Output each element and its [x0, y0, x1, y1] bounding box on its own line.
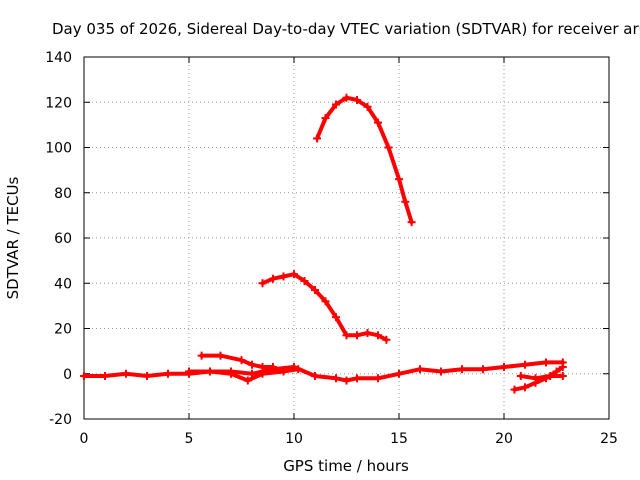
data-point [374, 331, 382, 340]
data-point [401, 197, 410, 206]
y-axis-label: SDTVAR / TECUs [4, 176, 22, 299]
x-tick-label: 20 [495, 431, 513, 447]
data-point [531, 374, 540, 383]
data-point [243, 376, 252, 385]
y-tick-label: 40 [54, 276, 72, 292]
data-point [80, 372, 88, 381]
data-point [248, 360, 256, 369]
data-point [479, 365, 487, 374]
data-point [321, 297, 330, 306]
data-point [500, 362, 508, 371]
axis-ticks [83, 56, 610, 420]
data-point [458, 365, 466, 374]
series-line [82, 360, 565, 383]
x-tick-label: 15 [390, 431, 408, 447]
data-point [216, 351, 225, 360]
data-point [542, 358, 550, 367]
data-point [353, 374, 361, 383]
data-point [521, 383, 529, 392]
data-point [101, 372, 109, 381]
data-point [395, 369, 403, 378]
x-tick-labels: 0 5 10 15 20 25 [80, 431, 618, 447]
data-point [510, 385, 519, 394]
x-tick-label: 5 [185, 431, 194, 447]
data-point [416, 365, 424, 374]
data-point [342, 331, 351, 340]
data-point [374, 118, 382, 127]
y-tick-label: 100 [45, 141, 72, 157]
data-point [363, 329, 372, 338]
data-point [516, 372, 525, 381]
data-point [164, 369, 172, 378]
data-point [279, 367, 288, 376]
data-point [237, 356, 246, 365]
data-point [342, 93, 351, 102]
data-point [143, 372, 151, 381]
data-point [279, 272, 288, 281]
y-tick-label: 20 [54, 322, 72, 338]
series-arc-end-b [516, 372, 567, 383]
series-arc-mid [258, 270, 391, 344]
data-point [342, 376, 351, 385]
data-point [311, 286, 319, 295]
y-tick-label: -20 [49, 412, 72, 428]
series-arc-high [313, 93, 416, 227]
x-tick-label: 10 [285, 431, 303, 447]
data-point [294, 365, 303, 374]
data-point [407, 218, 416, 227]
data-point [258, 279, 267, 288]
data-point [332, 100, 340, 109]
data-point [558, 372, 567, 381]
x-tick-label: 25 [600, 431, 618, 447]
data-point [332, 374, 340, 383]
data-point [122, 369, 130, 378]
data-point [363, 102, 372, 111]
x-tick-label: 0 [80, 431, 89, 447]
data-point [185, 367, 193, 376]
y-tick-label: 60 [54, 231, 72, 247]
series-line [518, 374, 565, 381]
grid [84, 57, 609, 419]
series-line [315, 95, 414, 225]
data-point [332, 313, 340, 322]
series-baseline [80, 358, 567, 385]
y-tick-label: 80 [54, 186, 72, 202]
data-point [300, 276, 309, 285]
y-tick-label: 0 [63, 367, 72, 383]
data-marks [80, 93, 567, 394]
x-axis-label: GPS time / hours [283, 457, 409, 475]
data-point [353, 331, 361, 340]
data-point [546, 372, 555, 381]
data-point [197, 351, 206, 360]
y-tick-label: 120 [45, 95, 72, 111]
y-tick-labels: -20 0 20 40 60 80 100 120 140 [45, 50, 72, 428]
data-point [521, 360, 529, 369]
data-point [353, 95, 361, 104]
data-point [269, 274, 277, 283]
data-point [290, 270, 298, 279]
data-point [258, 369, 267, 378]
data-point [374, 374, 382, 383]
data-point [395, 175, 403, 184]
chart-title: Day 035 of 2026, Sidereal Day-to-day VTE… [52, 20, 640, 38]
data-point [311, 372, 319, 381]
data-point [382, 335, 391, 344]
data-point [227, 369, 235, 378]
data-point [558, 362, 567, 371]
data-point [206, 367, 214, 376]
data-point [321, 114, 330, 123]
data-point [384, 143, 393, 152]
data-point [313, 134, 322, 143]
y-tick-label: 140 [45, 50, 72, 66]
series-arc-low-b [185, 365, 303, 385]
data-point [437, 367, 445, 376]
